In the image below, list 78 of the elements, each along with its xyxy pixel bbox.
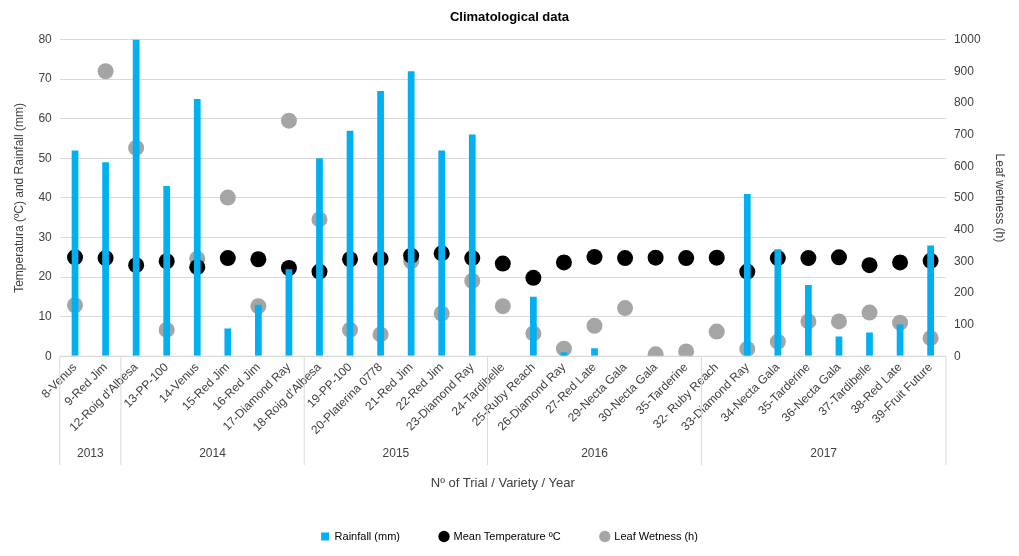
point	[250, 251, 267, 268]
bar	[774, 249, 782, 356]
legend-label: Rainfall (mm)	[334, 529, 401, 542]
y-tick-label: 30	[38, 229, 53, 244]
bar	[805, 284, 812, 356]
x-axis-title: Nº of Trial / Variety / Year	[430, 474, 576, 490]
point	[708, 249, 725, 266]
y2-tick-label: 500	[953, 190, 975, 205]
y-tick-label: 10	[38, 308, 53, 323]
bar	[285, 269, 293, 356]
point	[708, 323, 725, 340]
bar	[468, 134, 476, 356]
bar	[866, 332, 873, 356]
bar	[927, 245, 934, 356]
bar	[743, 193, 751, 356]
y2-tick-label: 700	[953, 126, 975, 141]
point	[525, 269, 542, 286]
bar	[193, 98, 201, 356]
y2-tick-label: 0	[953, 348, 961, 363]
text: 2016	[581, 446, 609, 461]
y-axis-title: Temperatura (ºC) and Rainfall (mm)	[11, 103, 26, 293]
point	[800, 250, 817, 267]
text: 2015	[382, 446, 410, 461]
point	[219, 189, 236, 206]
text: 2017	[810, 446, 838, 461]
bar	[835, 336, 843, 356]
legend-label: Leaf Wetness (h)	[614, 529, 698, 542]
bar	[530, 296, 537, 356]
point	[678, 250, 695, 267]
y2-tick-label: 100	[953, 316, 975, 331]
point	[830, 313, 847, 330]
point	[617, 300, 634, 317]
point	[892, 254, 909, 271]
bar	[407, 71, 415, 356]
point	[617, 250, 634, 267]
y-tick-label: 50	[38, 150, 53, 165]
point	[219, 250, 236, 267]
y2-tick-label: 300	[953, 253, 975, 268]
bar	[316, 158, 323, 356]
point	[494, 255, 511, 272]
text: 2014	[199, 446, 227, 461]
y2-tick-label: 1000	[953, 31, 981, 46]
y-tick-label: 70	[38, 71, 53, 86]
point	[861, 304, 878, 321]
point	[555, 254, 572, 271]
bar	[591, 348, 598, 356]
y-tick-label: 0	[45, 348, 53, 363]
point	[586, 248, 603, 265]
point	[97, 63, 114, 80]
point	[280, 112, 297, 129]
point	[830, 249, 847, 266]
bar	[438, 150, 446, 356]
y2-tick-label: 600	[953, 158, 975, 173]
point	[678, 343, 695, 357]
y-tick-label: 80	[38, 31, 53, 46]
chart-title: Climatological data	[449, 9, 570, 25]
text: 2013	[76, 446, 104, 461]
y2-tick-label: 200	[953, 285, 975, 300]
bar	[255, 304, 262, 356]
bar	[560, 352, 568, 356]
bar	[224, 328, 232, 356]
point	[647, 249, 664, 266]
bar	[163, 186, 171, 356]
y-tick-label: 40	[38, 190, 53, 205]
bar	[102, 162, 109, 356]
bar	[132, 39, 140, 356]
y-tick-label: 60	[38, 111, 53, 126]
bar	[377, 91, 384, 356]
point	[494, 298, 511, 315]
point	[586, 317, 603, 334]
legend-label: Mean Temperature ºC	[453, 529, 561, 542]
y2-tick-label: 800	[953, 95, 975, 110]
y2-tick-label: 900	[953, 63, 975, 78]
y-tick-label: 20	[38, 269, 53, 284]
y2-tick-label: 400	[953, 221, 975, 236]
y2-axis-title: Leaf wetness (h)	[993, 153, 1008, 243]
bar	[71, 150, 79, 356]
point	[861, 257, 878, 274]
